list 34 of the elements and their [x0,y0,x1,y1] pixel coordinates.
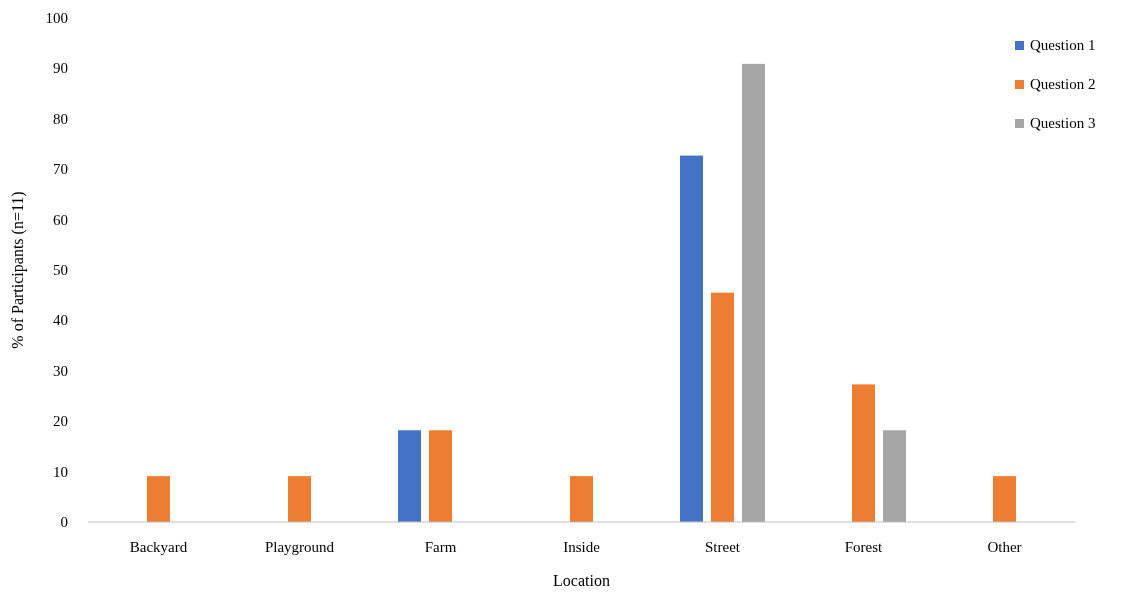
x-axis-title: Location [553,572,610,589]
bar [288,476,311,522]
x-tick-label: Backyard [129,539,188,555]
y-tick-label: 60 [53,211,68,228]
legend-label: Question 2 [1030,76,1096,92]
x-tick-label: Farm [424,539,457,555]
y-tick-label: 10 [53,463,68,480]
bar [680,155,703,522]
bar [742,63,765,522]
y-tick-label: 30 [53,362,68,379]
bar [429,430,452,522]
x-tick-label: Street [705,539,741,555]
y-tick-label: 80 [53,110,68,127]
bar [570,476,593,522]
y-tick-label: 50 [53,262,68,278]
legend-label: Question 1 [1030,37,1096,53]
bar [993,476,1016,522]
y-tick-label: 40 [53,312,68,329]
y-tick-label: 100 [45,10,68,26]
x-tick-label: Inside [563,539,601,555]
bar [398,430,421,522]
x-tick-label: Playground [264,539,335,555]
y-axis-title: % of Participants (n=11) [9,191,27,349]
bar [147,476,170,522]
y-tick-label: 70 [53,161,68,178]
y-tick-label: 20 [53,413,68,430]
y-tick-label: 0 [60,514,68,530]
bar [711,292,734,522]
legend-label: Question 3 [1030,115,1096,131]
bar [852,384,875,522]
bar [883,430,906,522]
y-tick-label: 90 [53,60,68,77]
x-tick-label: Other [987,539,1022,555]
x-tick-label: Forest [844,539,884,555]
